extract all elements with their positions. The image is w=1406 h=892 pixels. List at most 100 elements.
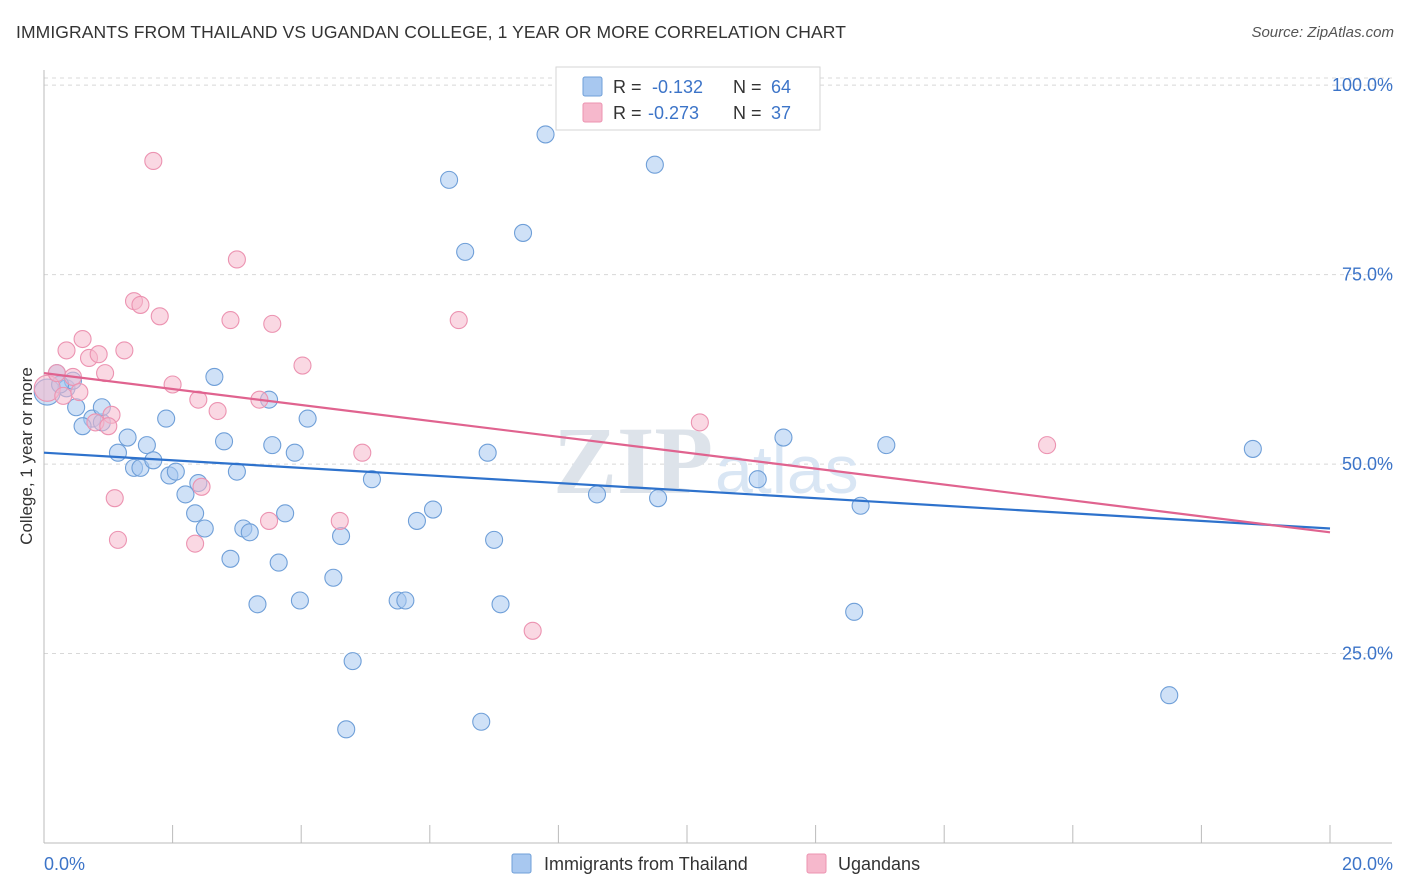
gridlines: [44, 77, 1392, 655]
axes: [43, 70, 1392, 844]
point-thailand-23: [227, 462, 246, 481]
point-thailand-56: [845, 602, 864, 621]
chart-title: IMMIGRANTS FROM THAILAND VS UGANDAN COLL…: [16, 22, 847, 42]
y-tick-label-0: 25.0%: [1342, 644, 1393, 664]
legend-n-value-pink: 37: [771, 103, 791, 123]
legend-r-value-pink: -0.273: [648, 103, 699, 123]
y-axis-label: College, 1 year or more: [17, 367, 36, 545]
point-thailand-19: [195, 519, 214, 538]
point-thailand-60: [1243, 439, 1262, 458]
point-thailand-15: [166, 462, 185, 481]
legend-n-label-pink: N =: [733, 103, 762, 123]
point-thailand-49: [536, 125, 555, 144]
series-ugandans-points: [33, 151, 1057, 640]
legend-bottom-swatch-blue: [511, 853, 532, 874]
point-ugandans-18: [186, 534, 205, 553]
legend-top: R = -0.132 N = 64 R = -0.273 N = 37: [555, 66, 821, 131]
legend-n-label-blue: N =: [733, 77, 762, 97]
point-ugandans-14: [131, 295, 150, 314]
point-ugandans-11: [108, 530, 127, 549]
y-tick-label-2: 75.0%: [1342, 265, 1393, 285]
point-thailand-8: [118, 428, 137, 447]
point-thailand-39: [396, 591, 415, 610]
legend-n-value-blue: 64: [771, 77, 791, 97]
point-thailand-37: [362, 470, 381, 489]
point-thailand-16: [176, 485, 195, 504]
point-ugandans-36: [99, 417, 118, 436]
trend-lines: [43, 372, 1331, 534]
point-ugandans-22: [221, 311, 240, 330]
legend-r-label-blue: R =: [613, 77, 642, 97]
point-thailand-21: [214, 432, 234, 451]
point-thailand-32: [290, 591, 309, 610]
legend-r-label-pink: R =: [613, 103, 642, 123]
point-ugandans-30: [449, 311, 468, 330]
point-thailand-30: [276, 504, 295, 523]
point-ugandans-16: [150, 307, 169, 326]
point-thailand-46: [485, 530, 504, 549]
point-thailand-20: [205, 367, 224, 386]
point-thailand-35: [332, 527, 351, 546]
point-ugandans-31: [523, 621, 542, 640]
point-thailand-13: [157, 409, 176, 428]
point-thailand-42: [440, 170, 459, 189]
y-tick-label-1: 50.0%: [1342, 454, 1393, 474]
legend-bottom-label-ugandans: Ugandans: [838, 854, 920, 874]
watermark-zip: ZIP: [553, 407, 713, 514]
legend-bottom-label-thailand: Immigrants from Thailand: [544, 854, 748, 874]
point-ugandans-25: [259, 511, 279, 530]
point-ugandans-2: [54, 386, 73, 405]
legend-swatch-pink: [582, 102, 603, 123]
point-ugandans-27: [293, 356, 312, 375]
trend-line-thailand: [43, 451, 1331, 530]
point-thailand-40: [407, 511, 426, 530]
point-thailand-28: [263, 436, 282, 455]
point-thailand-41: [423, 500, 443, 519]
y-tick-label-3: 100.0%: [1332, 75, 1393, 95]
point-thailand-59: [1160, 686, 1179, 705]
point-ugandans-21: [208, 401, 227, 421]
point-thailand-45: [478, 443, 497, 462]
point-thailand-26: [248, 595, 267, 614]
point-thailand-43: [456, 242, 475, 261]
point-thailand-34: [324, 568, 343, 587]
point-thailand-50: [337, 720, 356, 739]
point-thailand-54: [748, 470, 767, 489]
point-ugandans-28: [330, 511, 349, 530]
legend-swatch-blue: [582, 76, 603, 97]
point-ugandans-33: [1038, 436, 1057, 455]
point-thailand-11: [137, 436, 156, 455]
point-thailand-25: [240, 523, 259, 542]
point-ugandans-32: [690, 413, 709, 432]
source-label: Source: ZipAtlas.com: [1251, 24, 1394, 41]
legend-bottom: Immigrants from Thailand Ugandans: [511, 853, 920, 874]
point-thailand-33: [298, 409, 317, 428]
y-tick-labels: 25.0% 50.0% 75.0% 100.0%: [1332, 75, 1393, 663]
x-tick-labels: 0.0% 20.0%: [44, 854, 1393, 874]
point-ugandans-26: [263, 314, 282, 333]
trend-line-ugandans: [43, 372, 1331, 534]
point-thailand-22: [221, 549, 240, 568]
x-tick-label-1: 20.0%: [1342, 854, 1393, 874]
point-thailand-48: [513, 223, 533, 242]
point-thailand-51: [587, 485, 607, 504]
legend-r-value-blue: -0.132: [652, 77, 703, 97]
point-thailand-53: [649, 489, 668, 508]
point-ugandans-7: [89, 345, 108, 364]
legend-bottom-swatch-pink: [806, 853, 827, 874]
point-thailand-55: [774, 428, 793, 447]
point-ugandans-34: [57, 341, 76, 360]
point-thailand-58: [877, 436, 896, 455]
point-ugandans-20: [192, 477, 211, 496]
point-thailand-52: [645, 155, 664, 174]
point-thailand-47: [491, 595, 510, 614]
point-ugandans-4: [73, 329, 92, 349]
point-thailand-17: [186, 504, 205, 523]
point-ugandans-10: [105, 489, 124, 508]
x-tick-label-0: 0.0%: [44, 854, 85, 874]
point-thailand-29: [269, 553, 288, 572]
point-thailand-36: [343, 652, 362, 671]
point-ugandans-23: [227, 250, 246, 269]
point-thailand-44: [472, 712, 491, 731]
